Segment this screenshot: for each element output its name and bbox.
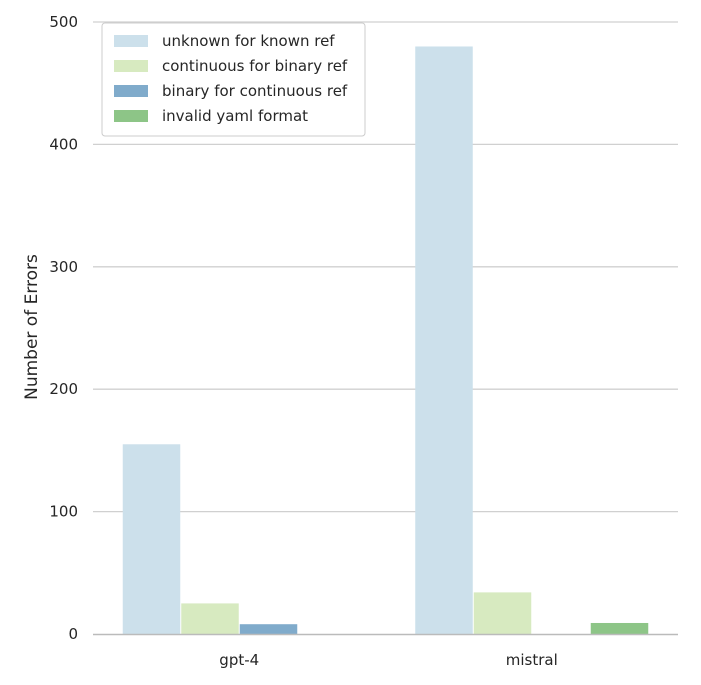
x-tick-label: gpt-4 [219, 651, 259, 669]
bar-gpt-4-binary-for-continuous-ref [239, 624, 298, 634]
x-tick-label: mistral [506, 651, 558, 669]
bar-gpt-4-continuous-for-binary-ref [181, 603, 239, 634]
y-axis-title: Number of Errors [22, 254, 42, 400]
legend-swatch [114, 60, 148, 72]
legend-swatch [114, 35, 148, 47]
bar-mistral-invalid-yaml-format [590, 622, 649, 634]
x-tick-labels: gpt-4 mistral [219, 651, 557, 669]
legend-frame [101, 22, 366, 137]
bar-gpt-4-unknown-for-known-ref [122, 444, 181, 634]
y-tick-label: 100 [49, 503, 78, 521]
y-tick-labels: 0 100 200 300 400 500 [49, 13, 78, 643]
y-tick-label: 400 [49, 135, 78, 153]
legend-label: unknown for known ref [162, 32, 335, 50]
bar-mistral-unknown-for-known-ref [415, 46, 473, 635]
legend-label: binary for continuous ref [162, 82, 348, 100]
y-tick-label: 200 [49, 380, 78, 398]
legend-swatch [114, 110, 148, 122]
y-tick-label: 0 [68, 625, 78, 643]
bars [122, 46, 649, 635]
legend-label: invalid yaml format [162, 107, 308, 125]
gridlines [93, 21, 678, 513]
y-tick-label: 500 [49, 13, 78, 31]
legend: unknown for known ref continuous for bina… [101, 22, 366, 137]
legend-swatch [114, 85, 148, 97]
bar-mistral-continuous-for-binary-ref [473, 592, 532, 634]
y-tick-label: 300 [49, 258, 78, 276]
legend-label: continuous for binary ref [162, 57, 348, 75]
